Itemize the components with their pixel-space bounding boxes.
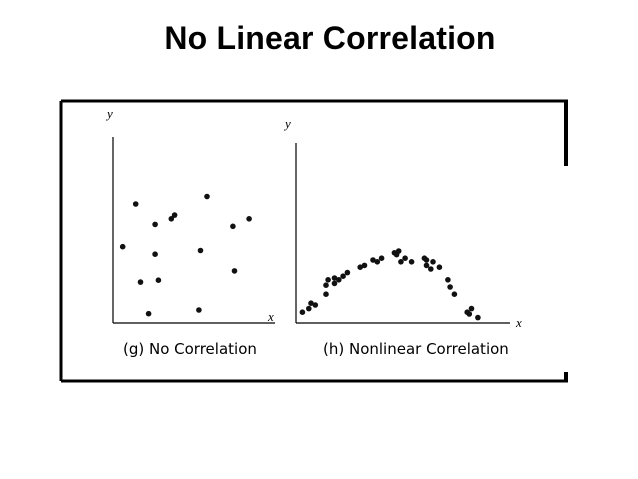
chart-h-point: [428, 266, 434, 272]
chart-h-point: [466, 311, 473, 317]
chart-h-y-label: y: [283, 116, 291, 131]
chart-g-point: [231, 268, 238, 274]
chart-h-point: [323, 291, 329, 298]
chart-h-point: [475, 314, 481, 321]
chart-h-point: [423, 262, 430, 269]
slide-title: No Linear Correlation: [164, 20, 496, 56]
chart-h-point: [308, 300, 314, 307]
chart-h-point: [447, 284, 453, 290]
chart-g-point: [132, 201, 139, 207]
chart-g-point: [152, 251, 158, 257]
chart-h-point: [361, 262, 368, 269]
chart-g-y-label: y: [105, 106, 113, 121]
chart-h-point: [451, 291, 458, 298]
chart-g-point: [204, 193, 210, 200]
chart-h-caption: (h) Nonlinear Correlation: [323, 340, 509, 358]
chart-h-point: [325, 277, 331, 283]
chart-h-point: [423, 257, 430, 263]
chart-h-point: [408, 259, 415, 265]
figure-frame: [59, 99, 568, 383]
chart-h-point: [323, 282, 329, 289]
chart-g-caption: (g) No Correlation: [123, 340, 257, 358]
chart-h-point: [436, 264, 443, 271]
chart-g-point: [152, 221, 158, 228]
chart-g-point: [119, 243, 126, 250]
chart-g-x-label: x: [267, 309, 274, 324]
chart-h-points: [299, 248, 481, 321]
chart-g-point: [196, 307, 202, 313]
chart-h-point: [357, 264, 364, 271]
chart-h-x-label: x: [515, 315, 522, 330]
chart-g-point: [246, 216, 252, 222]
chart-h-point: [340, 273, 346, 280]
chart-g-point: [168, 216, 175, 222]
chart-h-point: [336, 277, 342, 283]
chart-g-point: [197, 247, 204, 254]
chart-h-point: [398, 259, 404, 265]
chart-h-point: [468, 305, 475, 312]
chart-h-point: [374, 259, 381, 265]
chart-h-point: [344, 269, 351, 276]
chart-g-axes: y x: [105, 106, 275, 324]
chart-h-point: [306, 305, 312, 312]
chart-h-axes: y x: [283, 116, 522, 330]
chart-g-point: [137, 279, 144, 285]
chart-g-point: [145, 310, 152, 317]
chart-h-point: [331, 275, 338, 281]
chart-h-point: [402, 255, 408, 261]
chart-h-point: [430, 259, 436, 265]
chart-g-point: [171, 212, 178, 218]
chart-h-point: [395, 248, 402, 254]
chart-h-point: [312, 302, 319, 308]
chart-g-point: [155, 277, 162, 284]
chart-h-point: [331, 280, 338, 287]
chart-h-point: [378, 255, 385, 261]
chart-h-point: [370, 257, 376, 263]
chart-g-points: [119, 193, 252, 317]
chart-g-point: [230, 223, 236, 230]
chart-h-point: [299, 309, 306, 316]
chart-h-point: [445, 277, 451, 283]
